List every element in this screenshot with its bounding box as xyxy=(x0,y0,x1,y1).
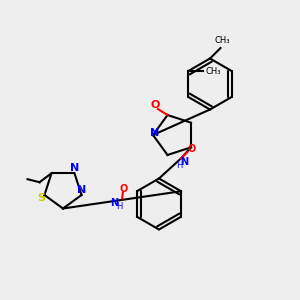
Text: CH₃: CH₃ xyxy=(206,67,221,76)
Text: O: O xyxy=(151,100,160,110)
Text: H: H xyxy=(176,160,183,169)
Text: N: N xyxy=(70,163,79,173)
Text: S: S xyxy=(38,193,46,203)
Text: H: H xyxy=(116,202,122,211)
Text: N: N xyxy=(77,184,86,195)
Text: N: N xyxy=(110,198,118,208)
Text: N: N xyxy=(181,157,189,167)
Text: O: O xyxy=(119,184,128,194)
Text: O: O xyxy=(188,144,196,154)
Text: N: N xyxy=(150,128,159,139)
Text: CH₃: CH₃ xyxy=(214,36,230,45)
